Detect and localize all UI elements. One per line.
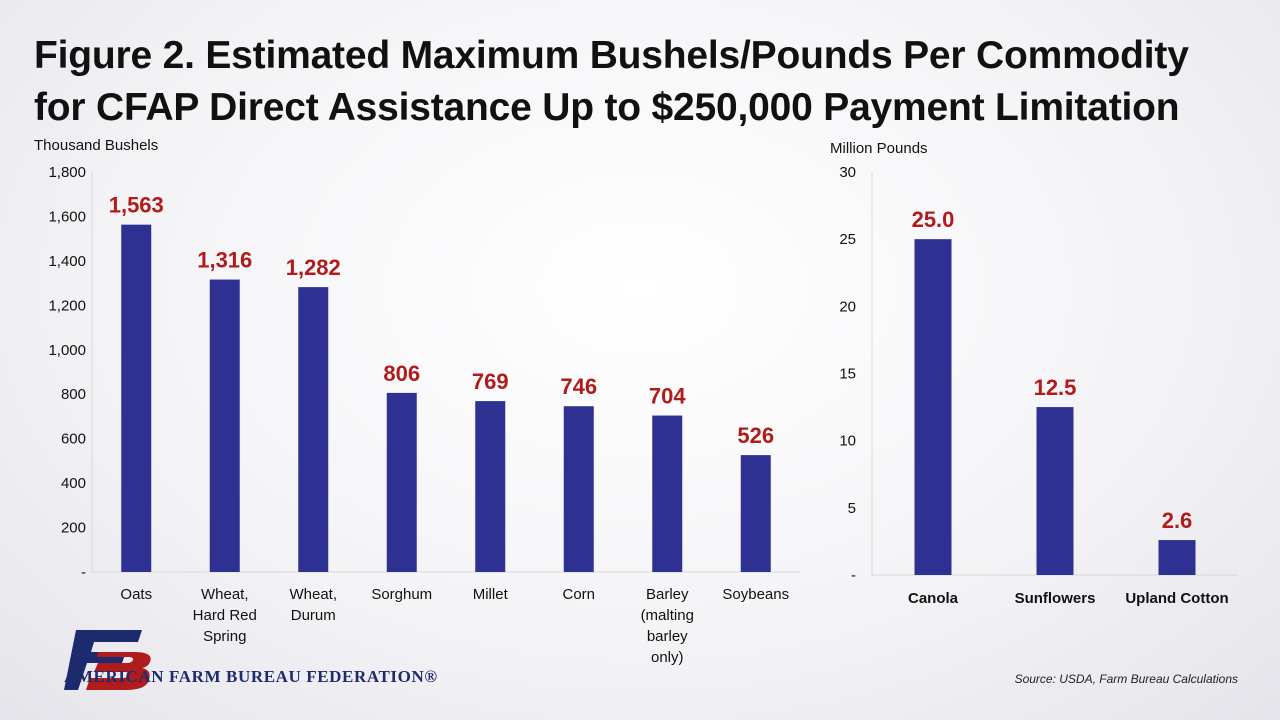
- bushels-category-label: Millet: [473, 586, 509, 603]
- bushels-data-label: 1,316: [197, 248, 252, 273]
- bushels-bar: [121, 224, 152, 572]
- pounds-bar: [1036, 407, 1074, 575]
- bushels-y-tick-label: 1,600: [48, 208, 86, 225]
- bushels-y-tick-label: 1,400: [48, 253, 86, 270]
- bushels-y-tick-label: -: [81, 564, 86, 581]
- pounds-category-label: Sunflowers: [1015, 590, 1096, 607]
- bushels-data-label: 704: [649, 384, 686, 409]
- organization-name: AMERICAN FARM BUREAU FEDERATION®: [64, 667, 438, 686]
- bushels-bar: [563, 406, 594, 572]
- pounds-data-label: 12.5: [1034, 375, 1077, 400]
- bushels-bar: [298, 287, 329, 572]
- pounds-y-tick-label: 20: [839, 298, 856, 315]
- bushels-category-label: Wheat, Hard Red Spring: [193, 586, 257, 645]
- bushels-category-label: Wheat, Durum: [289, 586, 337, 624]
- pounds-category-label: Canola: [908, 590, 959, 607]
- bushels-bar: [740, 455, 771, 572]
- pounds-y-tick-label: 5: [848, 500, 856, 517]
- pounds-y-tick-label: -: [851, 567, 856, 584]
- bushels-data-label: 746: [560, 374, 597, 399]
- pounds-y-tick-label: 25: [839, 231, 856, 248]
- pounds-y-tick-label: 30: [839, 164, 856, 181]
- bushels-bar: [209, 279, 240, 572]
- chart-title-line1: Figure 2. Estimated Maximum Bushels/Poun…: [34, 34, 1189, 77]
- bushels-category-label: Barley (malting barley only): [641, 586, 694, 666]
- pounds-bar: [914, 239, 952, 575]
- source-note: Source: USDA, Farm Bureau Calculations: [1014, 672, 1238, 686]
- bushels-bar: [652, 415, 683, 572]
- pounds-y-axis-label: Million Pounds: [830, 140, 928, 157]
- bushels-y-tick-label: 800: [61, 386, 86, 403]
- bushels-y-tick-label: 200: [61, 520, 86, 537]
- bushels-category-label: Soybeans: [722, 586, 789, 603]
- pounds-y-tick-label: 15: [839, 366, 856, 383]
- bushels-y-tick-label: 1,800: [48, 164, 86, 181]
- pounds-data-label: 25.0: [912, 207, 955, 232]
- pounds-y-tick-label: 10: [839, 433, 856, 450]
- bushels-y-tick-label: 600: [61, 431, 86, 448]
- pounds-category-label: Upland Cotton: [1125, 590, 1228, 607]
- bushels-data-label: 526: [737, 423, 774, 448]
- bushels-category-label: Oats: [120, 586, 152, 603]
- chart-title-line2: for CFAP Direct Assistance Up to $250,00…: [34, 86, 1180, 129]
- bushels-data-label: 806: [383, 361, 420, 386]
- pounds-bar: [1158, 540, 1196, 575]
- bushels-y-tick-label: 1,000: [48, 342, 86, 359]
- chart-title: Figure 2. Estimated Maximum Bushels/Poun…: [34, 30, 1189, 134]
- bushels-y-tick-label: 1,200: [48, 297, 86, 314]
- bushels-data-label: 769: [472, 369, 509, 394]
- bushels-bar: [386, 392, 417, 572]
- bushels-bar: [475, 401, 506, 572]
- bushels-y-axis-label: Thousand Bushels: [34, 137, 158, 154]
- pounds-data-label: 2.6: [1162, 508, 1193, 533]
- bushels-category-label: Sorghum: [371, 586, 432, 603]
- bushels-y-tick-label: 400: [61, 475, 86, 492]
- bushels-category-label: Corn: [562, 586, 595, 603]
- bushels-data-label: 1,563: [109, 193, 164, 218]
- farm-bureau-logo-icon: [64, 630, 151, 690]
- bushels-data-label: 1,282: [286, 255, 341, 280]
